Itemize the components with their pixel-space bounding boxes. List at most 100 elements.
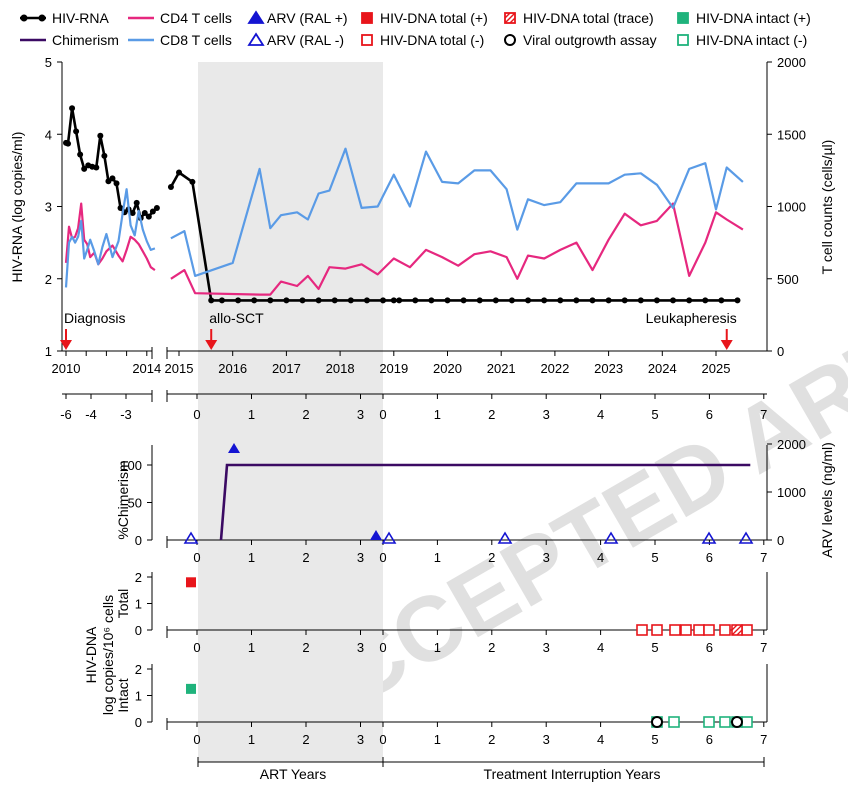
total-negative-marker	[719, 624, 731, 636]
hiv-rna-point	[283, 297, 290, 304]
hiv-rna-point	[251, 297, 258, 304]
legend-item-8: HIV-DNA total (trace)	[504, 10, 654, 26]
arv-ral-minus-marker	[497, 531, 513, 544]
legend-dot	[38, 14, 46, 22]
hiv-rna-point	[69, 105, 76, 112]
legend-label: CD8 T cells	[160, 32, 232, 48]
hiv-rna-point	[492, 297, 499, 304]
legend-item-2: CD4 T cells	[128, 10, 232, 26]
chim-y-title: %Chimerism	[115, 460, 131, 539]
x-tick-label: 0	[193, 550, 200, 565]
event-label: allo-SCT	[209, 310, 264, 326]
rel-tick-label: 3	[543, 407, 550, 422]
hiv-rna-point	[653, 297, 660, 304]
event-label: Diagnosis	[64, 310, 125, 326]
legend-hatch	[504, 12, 516, 24]
hiv-rna-point	[208, 297, 215, 304]
hiv-rna-point	[621, 297, 628, 304]
series-line-cd4-t-cells-pre-2015	[64, 202, 156, 271]
hiv-rna-point	[460, 297, 467, 304]
hiv-rna-point	[133, 199, 140, 206]
series-line-hiv-rna-pre-2015	[65, 106, 158, 220]
viral-outgrowth-marker	[731, 716, 743, 728]
hiv-rna-point	[412, 297, 419, 304]
event-arrow-head	[720, 340, 733, 350]
hiv-rna-point	[476, 297, 483, 304]
rel-tick-label: 2	[488, 407, 495, 422]
intact-negative-marker	[668, 716, 680, 728]
year-label: 2014	[132, 361, 161, 376]
legend-item-5: ARV (RAL -)	[247, 32, 344, 48]
series-line-cd8-t-cells-pre-2015	[64, 188, 156, 288]
x-tick-label: 7	[760, 550, 767, 565]
hiv-rna-point	[702, 297, 709, 304]
x-tick-label: 0	[379, 640, 386, 655]
legend-item-9: Viral outgrowth assay	[504, 32, 657, 48]
legend-label: HIV-DNA total (+)	[380, 10, 488, 26]
legend-item-11: HIV-DNA intact (-)	[677, 32, 807, 48]
hiv-rna-point	[218, 297, 225, 304]
legend-label: HIV-RNA	[52, 10, 109, 26]
ti-years-label: Treatment Interruption Years	[484, 766, 661, 782]
rel-tick-label: 4	[597, 407, 604, 422]
x-tick-label: 5	[651, 640, 658, 655]
year-label: 2020	[433, 361, 462, 376]
x-tick-label: 6	[706, 732, 713, 747]
hiv-rna-point	[113, 180, 120, 187]
hiv-rna-point	[145, 213, 152, 220]
hiv-rna-point	[167, 183, 174, 190]
x-tick-label: 4	[597, 550, 604, 565]
x-tick-label: 7	[760, 640, 767, 655]
rel-tick-label: 5	[651, 407, 658, 422]
hiv-rna-point	[557, 297, 564, 304]
rel-tick-label: -6	[60, 407, 72, 422]
year-label: 2010	[52, 361, 81, 376]
hiv-rna-point	[176, 169, 182, 176]
hiv-rna-point	[101, 152, 108, 159]
year-label: 2018	[326, 361, 355, 376]
y-tick-label: 1	[135, 597, 142, 612]
hiv-rna-point	[153, 204, 160, 211]
y-tick-label: 0	[135, 715, 142, 730]
y2-tick-label: 1000	[777, 485, 806, 500]
hiv-rna-point	[189, 178, 196, 185]
hiv-rna-point	[444, 297, 451, 304]
x-tick-label: 2	[302, 640, 309, 655]
x-tick-label: 2	[302, 732, 309, 747]
y-tick-label: 1	[45, 344, 52, 359]
chart-legend: HIV-RNA Chimerism CD4 T cells CD8 T cells AR…	[20, 10, 811, 48]
arv-ral-minus-marker	[603, 531, 619, 544]
y2-tick-label: 2000	[777, 437, 806, 452]
hiv-rna-point	[129, 210, 136, 217]
rel-tick-label: 1	[434, 407, 441, 422]
year-label: 2015	[165, 361, 194, 376]
hiv-rna-point	[718, 297, 725, 304]
hiv-rna-point	[573, 297, 580, 304]
legend-item-4: ARV (RAL +)	[247, 10, 348, 26]
hiv-rna-point	[589, 297, 596, 304]
hiv-rna-point	[380, 297, 387, 304]
arv-ral-minus-marker	[381, 531, 397, 544]
viral-outgrowth-marker	[651, 716, 663, 728]
legend-label: HIV-DNA total (trace)	[523, 10, 654, 26]
hiv-rna-point	[541, 297, 548, 304]
y-tick-label: 2	[135, 570, 142, 585]
hiv-rna-point	[149, 208, 156, 215]
event-arrow-head	[60, 340, 72, 350]
x-tick-label: 3	[357, 640, 364, 655]
year-label: 2016	[218, 361, 247, 376]
event-arrow-head	[205, 340, 218, 350]
series-line-cd8-t-cells-post-2015	[170, 147, 744, 277]
trace-hatch	[736, 629, 743, 636]
dna-y-title-2: log copies/10⁶ cells	[100, 595, 116, 715]
x-tick-label: 0	[193, 640, 200, 655]
x-tick-label: 2	[488, 732, 495, 747]
hiv-rna-point	[331, 297, 338, 304]
chim-y2-title: ARV levels (ng/ml)	[819, 442, 835, 558]
x-tick-label: 0	[379, 550, 386, 565]
x-tick-label: 1	[434, 732, 441, 747]
x-tick-label: 2	[488, 550, 495, 565]
hiv-rna-point	[347, 297, 354, 304]
